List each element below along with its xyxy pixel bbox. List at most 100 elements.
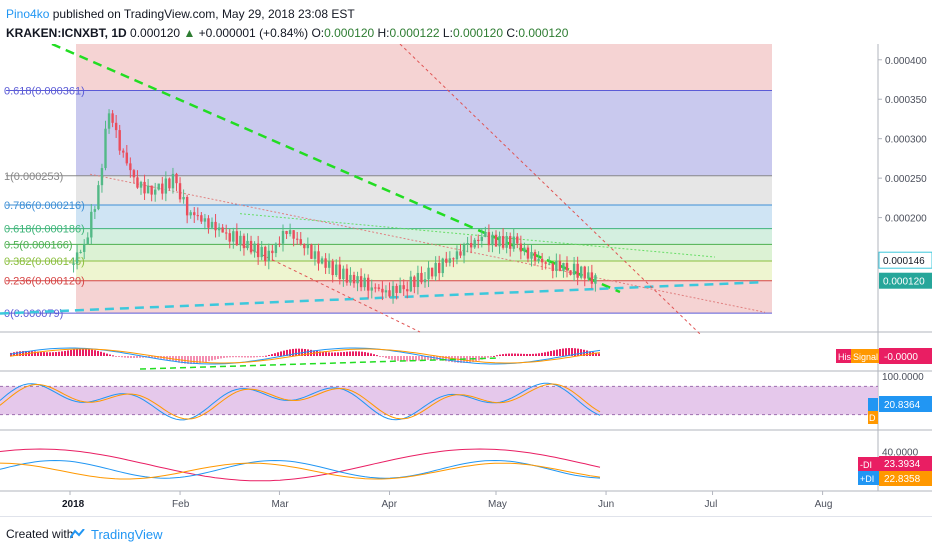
fib-level-label: 1(0.000253) (4, 171, 63, 183)
candle-body (580, 266, 583, 278)
macd-histogram-bar (280, 351, 282, 356)
macd-histogram-bar (370, 353, 372, 356)
macd-histogram-bar (61, 351, 63, 356)
minus-di-value-badge (879, 456, 932, 471)
candle-body (122, 150, 125, 153)
macd-histogram-bar (517, 353, 519, 356)
price-change: +0.000001 (+0.84%) (198, 26, 309, 40)
macd-histogram-bar (238, 356, 240, 358)
minor-trend-line (239, 213, 716, 258)
candle-body (352, 274, 356, 284)
candle-body (246, 240, 249, 249)
close-value: 0.000120 (518, 26, 569, 40)
macd-histogram-bar (466, 356, 468, 363)
macd-histogram-bar (430, 356, 432, 360)
current-price-badge (879, 272, 932, 289)
macd-histogram-bar (340, 352, 342, 356)
candle-body (398, 285, 402, 293)
macd-histogram-bar (496, 355, 498, 357)
stoch-d-line (0, 383, 601, 420)
macd-histogram-bar (424, 356, 426, 361)
candle-body (537, 258, 540, 261)
macd-histogram-bar (511, 353, 513, 356)
macd-histogram-bar (16, 351, 18, 356)
time-tick-label: Feb (172, 499, 190, 510)
candle-body (438, 262, 441, 274)
high-label: H: (377, 26, 390, 40)
candle-body (406, 289, 409, 292)
macd-signal-label: Signal (853, 352, 878, 362)
macd-histogram-bar (376, 355, 378, 357)
macd-histogram-bar (214, 356, 216, 360)
macd-histogram-bar (328, 352, 330, 356)
minor-trend-line (89, 173, 766, 313)
macd-histogram-bar (577, 348, 579, 356)
price-marker (878, 251, 932, 269)
candle-body (370, 287, 373, 291)
candle-body (310, 244, 313, 259)
candle-body (217, 227, 221, 231)
candle-body (324, 258, 327, 268)
macd-histogram-bar (40, 351, 42, 356)
candle-body (338, 264, 341, 280)
macd-histogram-bar (307, 349, 309, 356)
candle-body (335, 264, 338, 276)
macd-histogram-bar (187, 356, 189, 364)
support-line (0, 281, 761, 315)
candle-body (484, 232, 487, 237)
candle-body (79, 251, 82, 253)
candle-body (356, 276, 359, 284)
author-link[interactable]: Pino4ko (6, 7, 50, 21)
macd-value-label: -0.0000 (884, 352, 918, 363)
candle-body (540, 258, 544, 263)
candle-body (104, 128, 107, 169)
macd-histogram-bar (127, 356, 129, 358)
macd-histogram-bar (199, 356, 201, 364)
fib-zone (76, 228, 772, 245)
candle-body (125, 152, 128, 164)
candle-body (331, 260, 334, 276)
candle-body (501, 236, 505, 248)
time-tick-label: Jul (705, 499, 718, 510)
candle-body (583, 266, 586, 279)
tradingview-brand[interactable]: TradingView (91, 527, 163, 542)
symbol-label: KRAKEN:ICNXBT, 1D (6, 26, 127, 40)
candle-body (168, 178, 171, 189)
candle-body (413, 276, 416, 288)
candle-body (271, 250, 274, 254)
macd-histogram-bar (220, 356, 222, 359)
macd-histogram-bar (31, 351, 33, 356)
macd-histogram-bar (292, 348, 294, 356)
candle-body (402, 285, 405, 290)
macd-histogram-bar (211, 356, 213, 361)
macd-histogram-bar (70, 349, 72, 356)
fib-level-label: 0.382(0.000145) (4, 256, 85, 268)
candle-body (253, 243, 256, 253)
candle-body (509, 236, 512, 249)
fib-level-label: 0(0.000079) (4, 308, 63, 320)
macd-histogram-bar (46, 352, 48, 356)
candle-body (505, 236, 508, 248)
macd-histogram-bar (58, 351, 60, 356)
candle-body (288, 230, 292, 235)
price-tick-label: 0.000250 (885, 174, 927, 185)
high-value: 0.000122 (389, 26, 440, 40)
minus-di-badge (858, 457, 880, 471)
candle-body (83, 244, 86, 252)
candle-body (395, 285, 398, 293)
macd-histogram-bar (373, 354, 375, 356)
candle-body (86, 237, 89, 245)
macd-histogram-bar (586, 350, 588, 356)
candle-body (498, 236, 501, 247)
macd-histogram-bar (64, 350, 66, 356)
candle-body (154, 189, 157, 195)
candle-body (367, 277, 370, 291)
macd-histogram-bar (118, 356, 120, 357)
chart-canvas[interactable]: 0.618(0.000361) 1(0.000253) 0.786(0.000216… (0, 44, 932, 516)
candle-body (455, 251, 459, 260)
candle-body (459, 251, 462, 256)
macd-histogram-bar (319, 351, 321, 356)
low-value: 0.000120 (452, 26, 503, 40)
candle-body (430, 267, 434, 277)
macd-histogram-bar (277, 352, 279, 356)
